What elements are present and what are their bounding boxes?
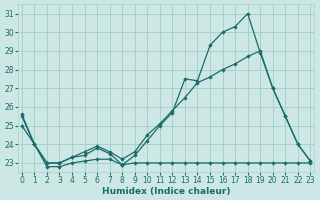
X-axis label: Humidex (Indice chaleur): Humidex (Indice chaleur) [102,187,230,196]
